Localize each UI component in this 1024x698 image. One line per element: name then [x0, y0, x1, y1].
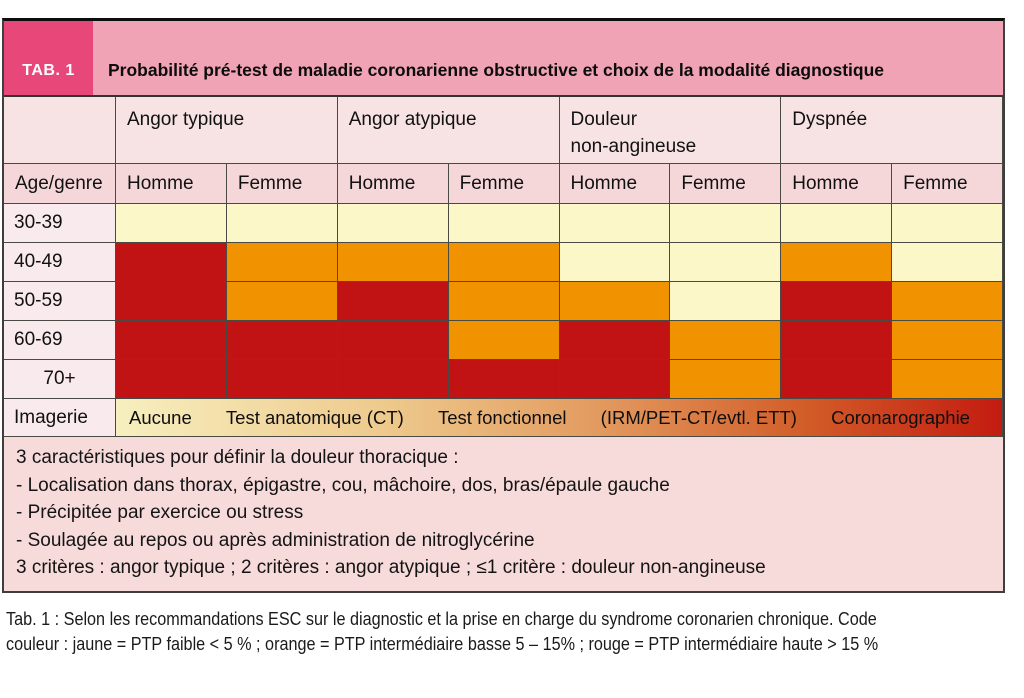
table-title: Probabilité pré-test de maladie coronari…: [108, 60, 885, 80]
ptp-cell: [670, 243, 782, 282]
ptp-cell: [892, 282, 1003, 321]
imaging-modality-label: Test anatomique (CT): [225, 406, 404, 428]
age-row-label: 70+: [4, 360, 116, 399]
imaging-modality-label: Aucune: [129, 406, 192, 428]
ptp-cell: [781, 360, 893, 399]
ptp-cell: [226, 243, 338, 282]
subheader-femme: Femme: [670, 164, 782, 204]
ptp-cell: [892, 360, 1003, 399]
corner-cell: [4, 97, 116, 164]
ptp-cell: [448, 282, 560, 321]
ptp-cell: [226, 282, 338, 321]
ptp-cell: [337, 282, 449, 321]
ptp-cell: [781, 243, 893, 282]
ptp-cell: [892, 321, 1003, 360]
column-group-3: Douleur non-angineuse: [559, 97, 782, 164]
ptp-cell: [226, 204, 338, 243]
footnote-line: - Précipitée par exercice ou stress: [16, 502, 304, 523]
subheader-femme: Femme: [226, 164, 338, 204]
ptp-cell: [781, 204, 893, 243]
ptp-cell: [670, 360, 782, 399]
ptp-cell: [337, 243, 449, 282]
ptp-cell: [337, 321, 449, 360]
ptp-cell: [670, 282, 782, 321]
page: TAB. 1 Probabilité pré-test de maladie c…: [0, 18, 1024, 657]
footnote-line: - Localisation dans thorax, épigastre, c…: [16, 474, 670, 496]
footnote-line: 3 critères : angor typique ; 2 critères …: [16, 557, 766, 578]
footnote-line: 3 caractéristiques pour définir la doule…: [16, 447, 459, 468]
subheader-homme: Homme: [116, 164, 227, 204]
ptp-cell: [559, 282, 671, 321]
column-group-4: Dyspnée: [781, 97, 1003, 164]
ptp-cell: [448, 321, 560, 360]
ptp-cell: [226, 321, 338, 360]
age-row-label: 30-39: [4, 204, 116, 243]
ptp-cell: [781, 321, 893, 360]
age-genre-header: Age/genre: [4, 164, 116, 204]
ptp-cell: [559, 204, 671, 243]
caption-line: Tab. 1 : Selon les recommandations ESC s…: [6, 608, 877, 629]
imaging-modality-label: (IRM/PET-CT/evtl. ETT): [600, 406, 797, 428]
imagerie-row-label: Imagerie: [4, 399, 116, 437]
caption-line: couleur : jaune = PTP faible < 5 % ; ora…: [6, 633, 879, 654]
age-row-label: 60-69: [4, 321, 116, 360]
tab-number-badge: TAB. 1: [4, 21, 93, 95]
tab1-table: TAB. 1 Probabilité pré-test de maladie c…: [2, 18, 1005, 593]
ptp-cell: [559, 243, 671, 282]
ptp-cell: [448, 204, 560, 243]
age-row-label: 40-49: [4, 243, 116, 282]
subheader-homme: Homme: [337, 164, 449, 204]
column-group-1: Angor typique: [116, 97, 338, 164]
ptp-cell: [116, 204, 227, 243]
ptp-cell: [116, 360, 227, 399]
imaging-modality-label: Coronarographie: [831, 406, 970, 428]
age-row-label: 50-59: [4, 282, 116, 321]
ptp-cell: [559, 321, 671, 360]
subheader-homme: Homme: [559, 164, 671, 204]
pretest-probability-grid: Angor typique Angor atypique Douleur non-a…: [4, 97, 1003, 437]
imaging-modality-label: Test fonctionnel: [437, 406, 567, 428]
ptp-cell: [670, 321, 782, 360]
ptp-cell: [116, 282, 227, 321]
ptp-cell: [892, 243, 1003, 282]
ptp-cell: [448, 360, 560, 399]
ptp-cell: [781, 282, 893, 321]
ptp-cell: [670, 204, 782, 243]
subheader-femme: Femme: [892, 164, 1003, 204]
imaging-modality-scale: Aucune Test anatomique (CT) Test fonctionn…: [116, 399, 1003, 437]
footnote-box: 3 caractéristiques pour définir la doule…: [4, 437, 1003, 591]
ptp-cell: [226, 360, 338, 399]
ptp-cell: [337, 204, 449, 243]
footnote-line: - Soulagée au repos ou après administrat…: [16, 529, 535, 551]
ptp-cell: [116, 321, 227, 360]
table-caption: Tab. 1 : Selon les recommandations ESC s…: [6, 607, 1024, 657]
ptp-cell: [448, 243, 560, 282]
ptp-cell: [559, 360, 671, 399]
ptp-cell: [337, 360, 449, 399]
subheader-homme: Homme: [781, 164, 893, 204]
ptp-cell: [892, 204, 1003, 243]
ptp-cell: [116, 243, 227, 282]
subheader-femme: Femme: [448, 164, 560, 204]
table-title-bar: TAB. 1 Probabilité pré-test de maladie c…: [4, 21, 1003, 97]
column-group-2: Angor atypique: [337, 97, 560, 164]
